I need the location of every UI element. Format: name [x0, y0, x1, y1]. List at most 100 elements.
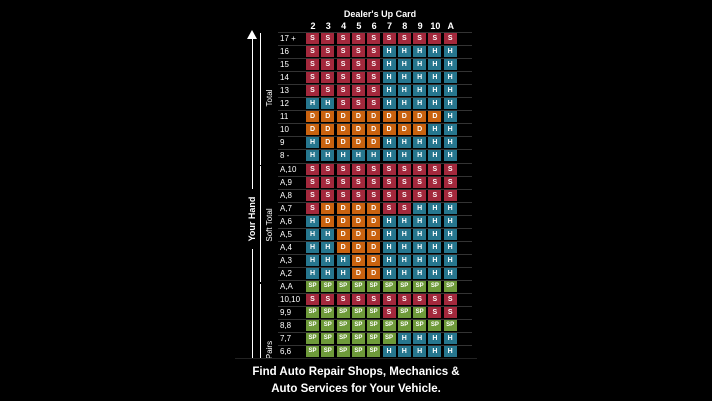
strategy-cell: D: [336, 124, 350, 136]
total-bracket: [260, 33, 261, 165]
strategy-cell: D: [351, 241, 365, 253]
strategy-cell: H: [443, 72, 457, 84]
ad-banner[interactable]: Find Auto Repair Shops, Mechanics & Auto…: [235, 358, 477, 401]
strategy-cell: SP: [321, 307, 335, 319]
column-header-6: 6: [371, 21, 377, 31]
strategy-cell: S: [428, 189, 442, 201]
row-label: A,4: [280, 242, 293, 252]
strategy-cell: H: [397, 254, 411, 266]
strategy-cell: D: [351, 254, 365, 266]
row-divider: [278, 175, 472, 177]
strategy-cell: H: [336, 150, 350, 162]
row-divider: [278, 214, 472, 216]
strategy-cell: SP: [382, 320, 396, 332]
row-label: A,7: [280, 203, 293, 213]
strategy-cell: D: [382, 124, 396, 136]
strategy-cell: S: [413, 189, 427, 201]
row-label: 10,10: [280, 295, 301, 304]
strategy-cell: H: [321, 150, 335, 162]
row-label: 11: [280, 112, 289, 122]
strategy-cell: SP: [351, 346, 365, 358]
column-header-9: 9: [417, 21, 423, 31]
strategy-cell: H: [428, 228, 442, 240]
strategy-cell: H: [443, 111, 457, 123]
strategy-cell: H: [382, 98, 396, 110]
strategy-cell: H: [336, 267, 350, 279]
strategy-cell: D: [413, 124, 427, 136]
strategy-cell: H: [443, 215, 457, 227]
row-label: A,6: [280, 216, 293, 226]
strategy-cell: H: [321, 98, 335, 110]
strategy-cell: SP: [306, 333, 319, 345]
strategy-cell: D: [351, 137, 365, 149]
strategy-cell: S: [397, 33, 411, 44]
strategy-cell: D: [397, 124, 411, 136]
strategy-cell: S: [382, 33, 396, 44]
strategy-cell: S: [428, 294, 442, 305]
strategy-cell: H: [382, 72, 396, 84]
strategy-cell: SP: [428, 320, 442, 332]
strategy-cell: S: [321, 59, 335, 71]
strategy-cell: D: [351, 111, 365, 123]
strategy-cell: S: [321, 163, 335, 175]
strategy-cell: D: [306, 124, 319, 136]
strategy-cell: H: [382, 267, 396, 279]
column-header-4: 4: [341, 21, 347, 31]
strategy-cell: S: [397, 163, 411, 175]
strategy-cell: D: [351, 215, 365, 227]
strategy-cell: D: [336, 137, 350, 149]
strategy-cell: S: [367, 294, 381, 305]
strategy-cell: H: [443, 150, 457, 162]
strategy-cell: H: [443, 346, 457, 358]
row-label: A,9: [280, 177, 293, 187]
strategy-cell: D: [321, 215, 335, 227]
strategy-cell: D: [397, 111, 411, 123]
strategy-cell: S: [413, 163, 427, 175]
strategy-cell: S: [382, 189, 396, 201]
strategy-cell: H: [428, 202, 442, 214]
strategy-cell: SP: [413, 307, 427, 319]
strategy-cell: H: [428, 254, 442, 266]
strategy-cell: S: [443, 189, 457, 201]
strategy-cell: D: [367, 241, 381, 253]
row-divider: [278, 97, 472, 99]
strategy-cell: S: [367, 46, 381, 58]
strategy-cell: H: [428, 241, 442, 253]
strategy-cell: D: [367, 111, 381, 123]
row-divider: [278, 345, 472, 347]
row-divider: [278, 240, 472, 242]
strategy-cell: SP: [428, 280, 442, 292]
strategy-cell: H: [428, 137, 442, 149]
strategy-cell: H: [413, 85, 427, 97]
strategy-cell: S: [351, 294, 365, 305]
ad-banner-line-1: Find Auto Repair Shops, Mechanics &: [252, 366, 460, 378]
strategy-cell: S: [351, 46, 365, 58]
strategy-cell: SP: [397, 280, 411, 292]
strategy-cell: S: [413, 176, 427, 188]
strategy-cell: S: [351, 176, 365, 188]
strategy-cell: S: [428, 163, 442, 175]
strategy-cell: S: [351, 85, 365, 97]
strategy-cell: S: [336, 294, 350, 305]
strategy-cell: SP: [413, 280, 427, 292]
row-divider: [278, 306, 472, 308]
strategy-cell: D: [382, 111, 396, 123]
strategy-cell: H: [306, 228, 319, 240]
strategy-cell: H: [443, 85, 457, 97]
strategy-cell: H: [382, 346, 396, 358]
strategy-cell: SP: [321, 333, 335, 345]
row-label: 9: [280, 138, 285, 148]
row-label: A,8: [280, 190, 293, 200]
strategy-cell: S: [336, 72, 350, 84]
strategy-cell: S: [306, 72, 319, 84]
strategy-cell: SP: [306, 307, 319, 319]
row-label: A,A: [280, 281, 293, 291]
strategy-cell: SP: [367, 333, 381, 345]
strategy-cell: H: [443, 124, 457, 136]
strategy-cell: SP: [321, 346, 335, 358]
row-divider: [278, 71, 472, 73]
strategy-cell: SP: [336, 333, 350, 345]
strategy-cell: H: [428, 150, 442, 162]
row-divider: [278, 319, 472, 321]
strategy-cell: S: [367, 33, 381, 44]
